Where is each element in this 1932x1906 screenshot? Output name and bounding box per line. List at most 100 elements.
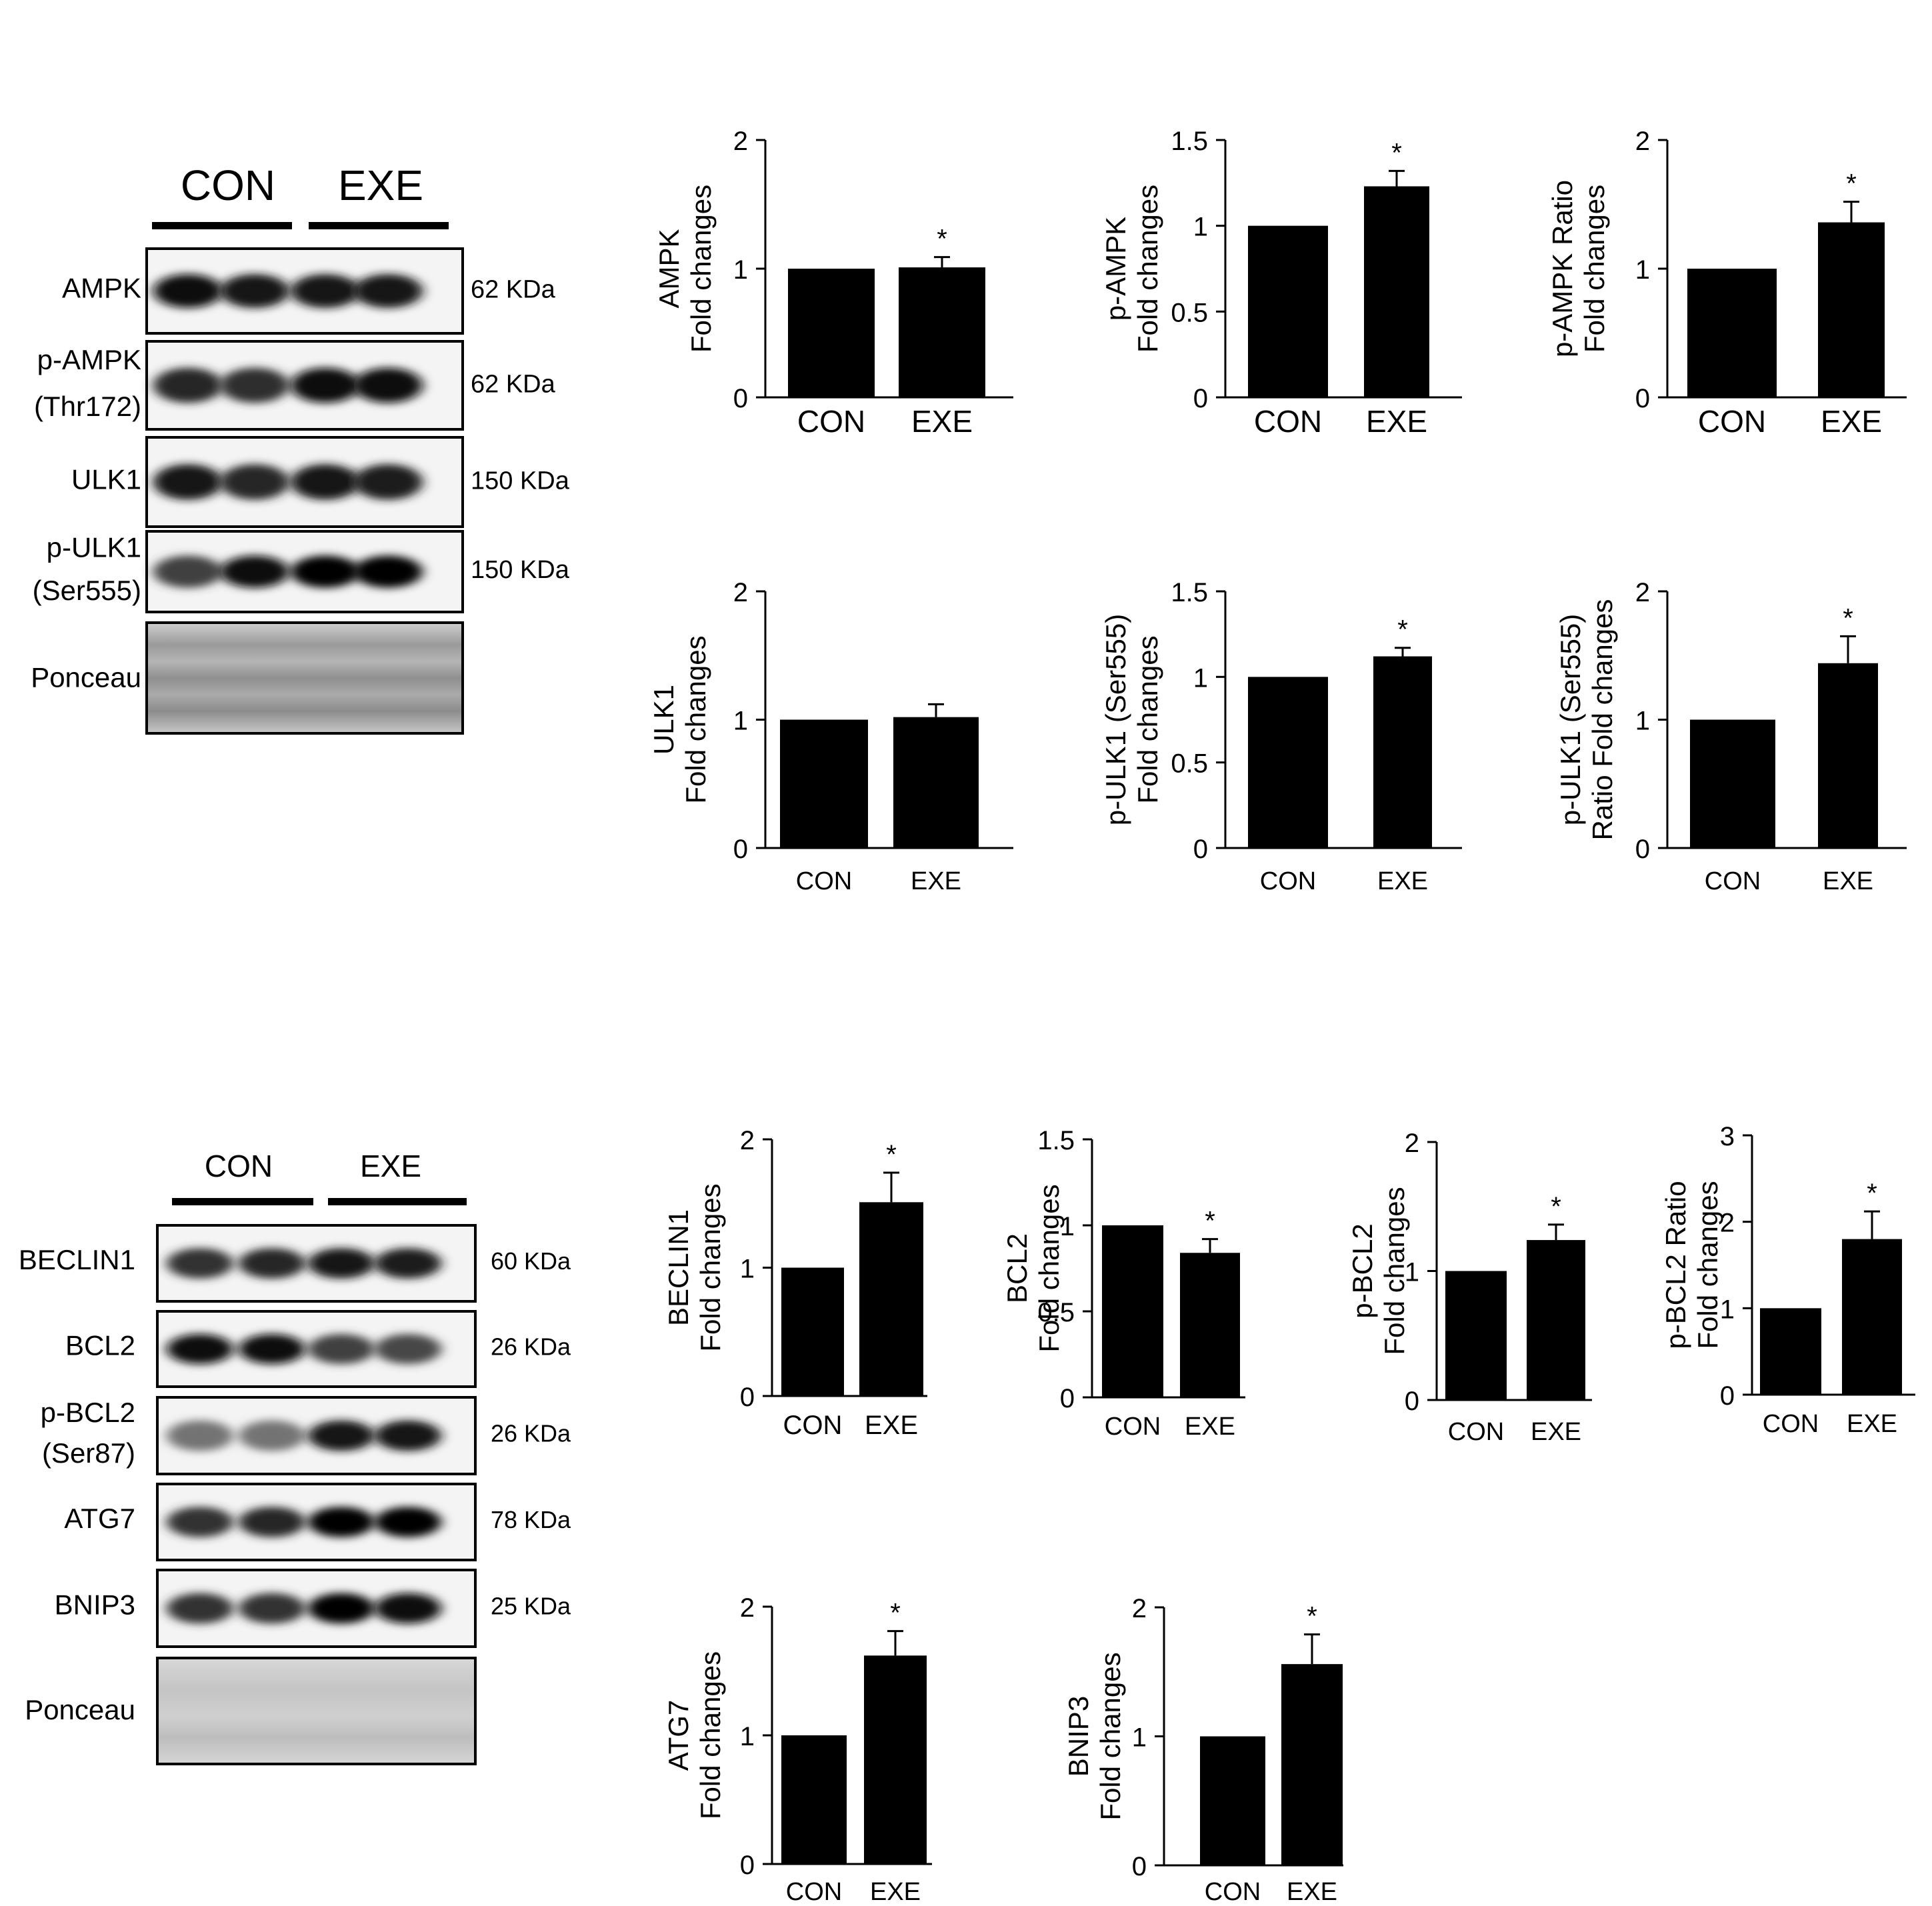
bar-con	[1445, 1271, 1507, 1400]
y-tick-label: 0	[733, 384, 748, 413]
blot-band	[239, 1593, 305, 1624]
x-tick-label: CON	[1105, 1413, 1161, 1441]
blot-frame	[145, 340, 464, 431]
y-tick-label: 1.5	[1037, 1126, 1075, 1155]
group-bar	[328, 1198, 467, 1205]
blot-band	[291, 464, 360, 500]
blot-kda-label: 78 KDa	[491, 1506, 571, 1533]
significance-marker: *	[1846, 169, 1857, 199]
significance-marker: *	[1867, 1179, 1877, 1208]
bar-exe	[893, 717, 979, 848]
bar-con	[1248, 225, 1328, 397]
y-axis-label: Fold changes	[1379, 1187, 1410, 1355]
significance-marker: *	[890, 1599, 901, 1628]
y-axis-label: p-BCL2 Ratio	[1660, 1181, 1691, 1349]
group-bar	[309, 222, 449, 229]
blot-row-label: BNIP3	[55, 1589, 135, 1621]
y-axis-label: Fold changes	[680, 635, 711, 803]
blot-row-ponceau: Ponceau	[25, 1657, 477, 1765]
y-tick-label: 0	[733, 835, 748, 864]
blot-band	[308, 1420, 375, 1451]
x-tick-label: EXE	[1377, 867, 1428, 895]
x-tick-label: CON	[1698, 404, 1766, 439]
x-tick-label: EXE	[911, 867, 961, 895]
x-tick-label: CON	[1205, 1878, 1261, 1906]
y-tick-label: 1.5	[1171, 127, 1208, 156]
blot-band	[353, 274, 423, 308]
bar-exe	[1818, 222, 1885, 397]
y-tick-label: 1	[1132, 1723, 1147, 1753]
y-axis-label: p-AMPK Ratio	[1547, 180, 1578, 357]
blot-row-bcl2: BCL2 26 KDa	[65, 1310, 571, 1388]
y-tick-label: 1	[1193, 213, 1208, 242]
x-tick-label: CON	[786, 1878, 842, 1906]
x-tick-label: EXE	[1821, 404, 1882, 439]
blot-frame	[156, 1224, 477, 1303]
y-tick-label: 0	[1193, 384, 1208, 413]
significance-marker: *	[886, 1140, 897, 1169]
y-tick-label: 0.5	[1171, 749, 1208, 779]
blot-blot_d: CON EXE BECLIN1 60 KDa BCL2 26 KDa p-BCL2 (Ser8…	[19, 1149, 571, 1765]
bar-exe	[1373, 656, 1432, 848]
blot-row-label-sub: (Ser555)	[33, 575, 141, 606]
blot-band	[153, 274, 223, 308]
significance-marker: *	[1205, 1207, 1215, 1236]
y-tick-label: 1	[1635, 707, 1650, 736]
bar-exe	[1180, 1253, 1240, 1397]
blot-kda-label: 150 KDa	[471, 467, 570, 495]
y-tick-label: 0	[1060, 1384, 1075, 1413]
significance-marker: *	[1391, 138, 1402, 167]
blot-frame	[156, 1483, 477, 1561]
bar-exe	[864, 1655, 927, 1864]
y-tick-label: 2	[740, 1593, 755, 1623]
blot-frame	[156, 1657, 477, 1765]
blot-band	[375, 1420, 441, 1451]
blot-kda-label: 150 KDa	[471, 556, 570, 584]
x-tick-label: EXE	[1823, 867, 1873, 895]
y-tick-label: 3	[1720, 1122, 1735, 1151]
y-axis-label: Fold changes	[1692, 1181, 1723, 1349]
blot-band	[220, 367, 289, 403]
blot-kda-label: 25 KDa	[491, 1593, 571, 1620]
bar-exe	[1818, 663, 1878, 848]
blot-band	[353, 367, 423, 403]
blot-frame	[156, 1396, 477, 1475]
y-axis-label: Ratio Fold changes	[1587, 599, 1618, 841]
significance-marker: *	[1551, 1192, 1561, 1221]
significance-marker: *	[1307, 1602, 1317, 1631]
bar-con	[781, 1735, 847, 1864]
y-tick-label: 0.5	[1037, 1298, 1075, 1327]
blot-band	[308, 1507, 375, 1537]
x-tick-label: CON	[797, 404, 865, 439]
blot-row-p-ulk1: p-ULK1 (Ser555) 150 KDa	[33, 530, 570, 613]
bar-con	[1690, 719, 1775, 848]
bar-exe	[1842, 1239, 1902, 1395]
bar-con	[1687, 269, 1777, 397]
blot-row-atg7: ATG7 78 KDa	[64, 1483, 571, 1561]
bar-con	[1760, 1308, 1821, 1395]
blot-row-ponceau: Ponceau	[31, 621, 464, 735]
significance-marker: *	[1843, 603, 1853, 633]
bar-chart-0: 0 1 2 CON * EXE AMPK Fold changes	[653, 127, 1013, 439]
blot-frame	[156, 1569, 477, 1648]
y-tick-label: 1	[1720, 1295, 1735, 1324]
blot-row-p-ampk: p-AMPK (Thr172) 62 KDa	[34, 340, 556, 431]
blot-band	[220, 464, 289, 500]
bar-con	[781, 1267, 844, 1396]
blot-row-label: p-ULK1	[47, 532, 141, 563]
blot-blot_a: CON EXE AMPK 62 KDa p-AMPK (Thr172) 62 KDa ULK1…	[31, 161, 570, 735]
x-tick-label: EXE	[911, 404, 973, 439]
y-axis-label: Fold changes	[1579, 185, 1610, 353]
y-axis-label: Fold changes	[695, 1183, 726, 1351]
y-tick-label: 2	[740, 1126, 755, 1155]
blot-band	[291, 555, 360, 588]
y-tick-label: 0.5	[1171, 298, 1208, 327]
blot-group-label: EXE	[338, 161, 423, 209]
blot-band	[153, 367, 223, 403]
blot-band	[167, 1420, 233, 1451]
y-axis-label: Fold changes	[1132, 185, 1163, 353]
blot-frame	[145, 436, 464, 528]
blot-band	[167, 1333, 233, 1365]
y-tick-label: 0	[1193, 835, 1208, 864]
